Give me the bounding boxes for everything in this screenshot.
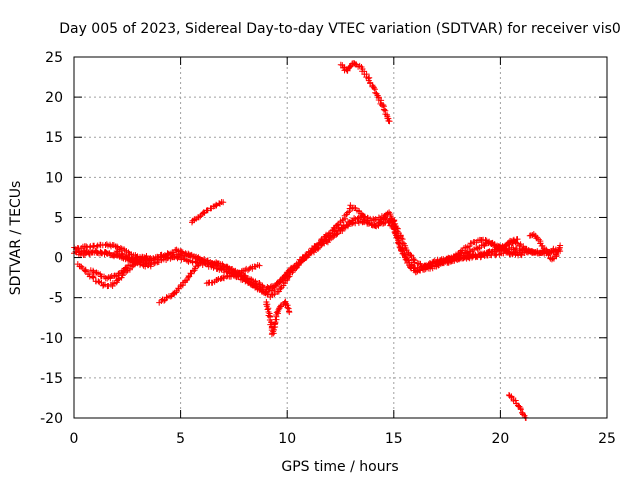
data-markers — [189, 199, 227, 226]
chart-title: Day 005 of 2023, Sidereal Day-to-day VTE… — [59, 21, 621, 37]
data-markers — [263, 298, 293, 338]
series-track-12 — [506, 392, 529, 421]
y-tick-label: -10 — [40, 331, 63, 347]
series-track-9 — [203, 262, 263, 287]
tick-layer: 0 5 10 15 20 25 -20 -15 -10 -5 0 5 10 15 20 25 — [40, 50, 616, 447]
grid-layer — [74, 57, 607, 418]
y-tick-label: -20 — [40, 411, 63, 427]
data-markers — [445, 236, 521, 266]
data-markers — [113, 248, 154, 270]
y-axis-label: SDTVAR / TECUs — [8, 181, 24, 296]
series-track-11 — [337, 60, 393, 125]
data-markers — [526, 231, 564, 263]
series-track-15 — [526, 231, 564, 263]
data-markers — [203, 262, 263, 287]
data-markers — [337, 60, 393, 125]
y-tick-label: 15 — [45, 130, 63, 146]
x-tick-label: 5 — [176, 431, 185, 447]
y-tick-label: 0 — [54, 251, 63, 267]
x-tick-label: 25 — [598, 431, 616, 447]
plot-frame — [73, 56, 608, 419]
series-track-10 — [263, 298, 293, 338]
series-track-6 — [113, 248, 154, 270]
y-tick-label: 10 — [45, 170, 63, 186]
y-tick-label: 5 — [54, 210, 63, 226]
y-tick-label: -5 — [49, 291, 63, 307]
x-tick-label: 10 — [278, 431, 296, 447]
data-markers — [156, 257, 205, 306]
x-axis-label: GPS time / hours — [281, 459, 398, 475]
series-track-14 — [445, 236, 521, 266]
series-track-8 — [189, 199, 227, 226]
x-tick-label: 0 — [70, 431, 79, 447]
x-tick-label: 20 — [491, 431, 509, 447]
data-layer — [71, 60, 564, 421]
y-tick-label: 20 — [45, 90, 63, 106]
series-track-7 — [156, 257, 205, 306]
x-tick-label: 15 — [385, 431, 403, 447]
y-tick-label: -15 — [40, 371, 63, 387]
data-markers — [506, 392, 529, 421]
y-tick-label: 25 — [45, 50, 63, 66]
